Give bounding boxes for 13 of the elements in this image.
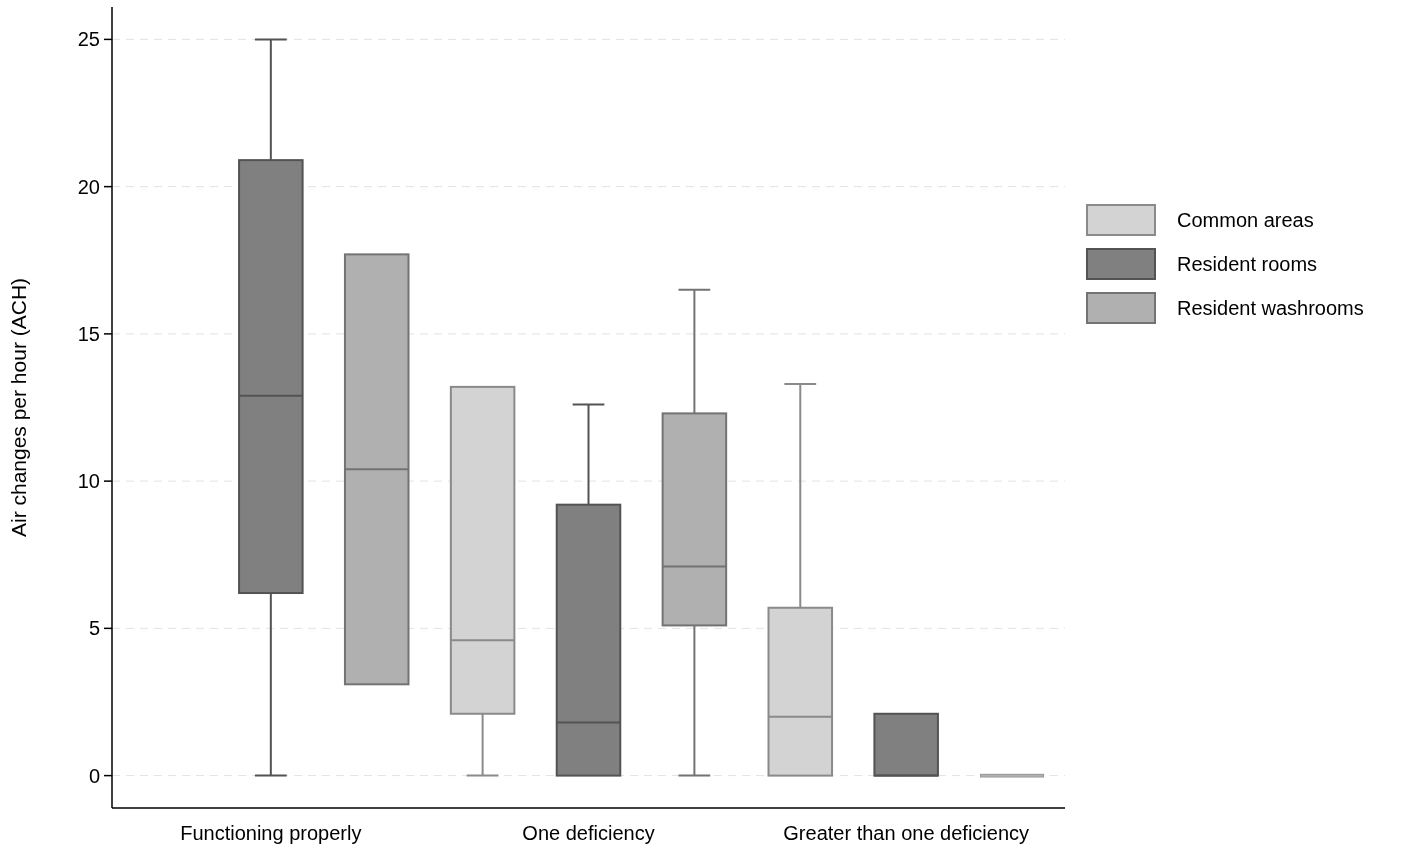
y-axis-title: Air changes per hour (ACH) (7, 277, 30, 538)
legend-label: Common areas (1177, 209, 1314, 231)
x-tick-label: Functioning properly (180, 822, 362, 844)
y-tick-label: 5 (88, 617, 100, 640)
y-tick-label: 0 (88, 764, 100, 787)
legend-label: Resident washrooms (1177, 297, 1364, 319)
y-tick-label: 25 (77, 28, 100, 51)
y-tick-label: 10 (77, 470, 100, 493)
x-tick-label: One deficiency (522, 822, 655, 844)
x-tick-label: Greater than one deficiency (783, 822, 1030, 844)
y-tick-label: 15 (77, 322, 100, 345)
y-tick-label: 20 (77, 175, 100, 198)
legend-label: Resident rooms (1177, 253, 1318, 275)
